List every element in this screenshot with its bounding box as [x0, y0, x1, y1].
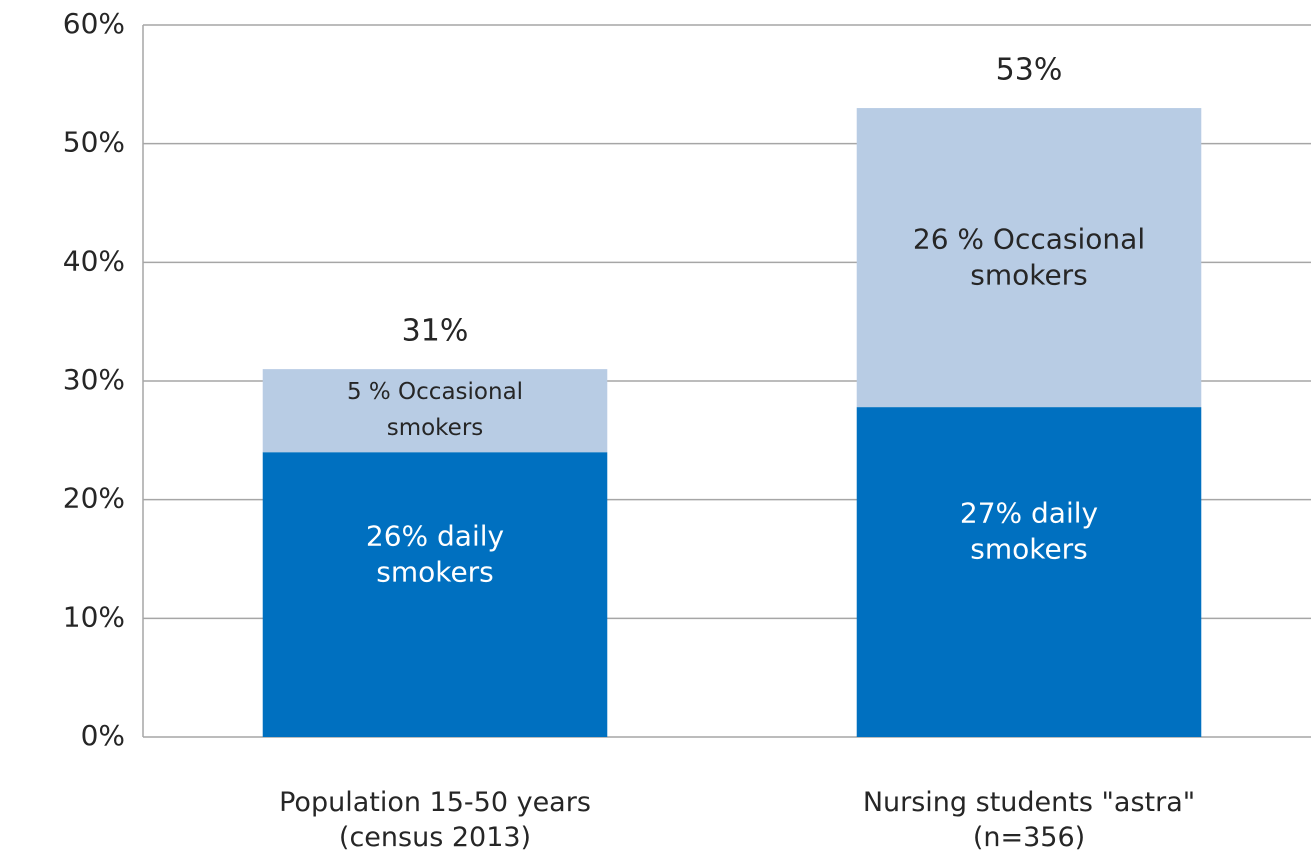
y-tick-label: 60% — [63, 7, 125, 40]
y-tick-label: 40% — [63, 244, 125, 277]
total-label: 31% — [401, 313, 469, 349]
bar-segment — [262, 452, 608, 737]
x-tick-label: Nursing students "astra" (n=356) — [862, 786, 1196, 853]
bar-segment — [856, 407, 1202, 737]
bar-segment — [262, 369, 608, 453]
segment-label: 5 % Occasional smokers — [346, 378, 524, 442]
y-tick-label: 50% — [63, 126, 125, 159]
segment-label: 26% daily smokers — [365, 519, 505, 589]
x-tick-label: Population 15-50 years (census 2013) — [279, 786, 591, 853]
segment-label: 26 % Occasional smokers — [912, 222, 1146, 292]
total-label: 53% — [995, 52, 1063, 88]
y-tick-label: 10% — [63, 600, 125, 633]
y-tick-label: 0% — [81, 719, 125, 752]
bar-segment — [856, 108, 1202, 408]
segment-label: 27% daily smokers — [959, 496, 1099, 567]
y-tick-label: 20% — [63, 482, 125, 515]
y-tick-label: 30% — [63, 363, 125, 396]
